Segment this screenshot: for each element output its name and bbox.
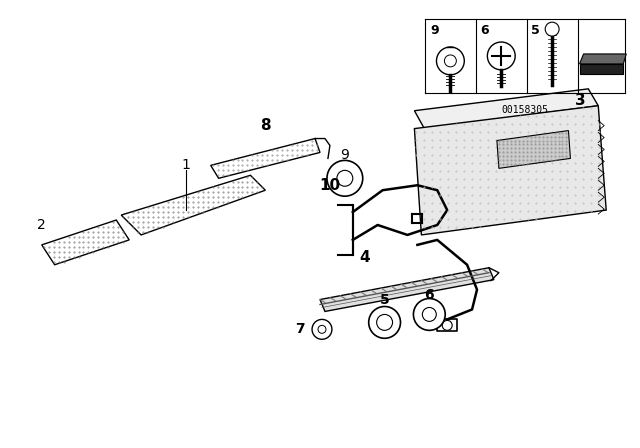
Text: 1: 1 — [181, 158, 190, 172]
Text: 5: 5 — [380, 293, 390, 306]
Text: 9: 9 — [430, 24, 438, 37]
Text: 3: 3 — [575, 93, 586, 108]
Circle shape — [436, 47, 464, 75]
Text: 00158305: 00158305 — [502, 104, 548, 115]
Circle shape — [545, 22, 559, 36]
Circle shape — [312, 319, 332, 339]
Polygon shape — [497, 130, 570, 168]
Text: 9: 9 — [340, 148, 349, 163]
Circle shape — [327, 160, 363, 196]
Circle shape — [413, 298, 445, 330]
Circle shape — [422, 307, 436, 321]
Polygon shape — [121, 175, 266, 235]
Polygon shape — [415, 89, 598, 129]
Polygon shape — [320, 268, 494, 311]
Text: 8: 8 — [260, 118, 271, 133]
Polygon shape — [42, 220, 129, 265]
Text: 4: 4 — [360, 250, 370, 265]
Polygon shape — [580, 64, 623, 74]
Polygon shape — [580, 54, 627, 64]
Polygon shape — [211, 138, 320, 178]
Circle shape — [444, 55, 456, 67]
Circle shape — [369, 306, 401, 338]
Circle shape — [318, 325, 326, 333]
Circle shape — [377, 314, 392, 330]
Text: 6: 6 — [424, 288, 434, 302]
Text: 5: 5 — [531, 24, 540, 37]
Text: 7: 7 — [295, 323, 305, 336]
Text: 2: 2 — [37, 218, 46, 232]
Polygon shape — [415, 106, 606, 235]
Text: 10: 10 — [319, 178, 340, 193]
Circle shape — [337, 170, 353, 186]
Text: 6: 6 — [480, 24, 488, 37]
Circle shape — [442, 320, 452, 330]
Circle shape — [487, 42, 515, 70]
